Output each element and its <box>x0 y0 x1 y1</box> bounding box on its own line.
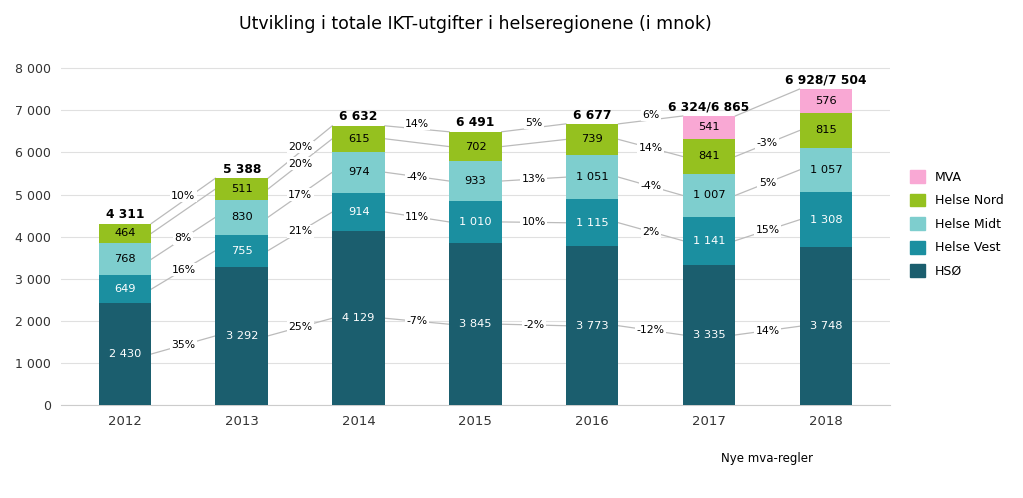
Text: 5%: 5% <box>759 178 776 188</box>
Bar <box>800 114 852 148</box>
Text: 755: 755 <box>231 246 253 255</box>
Text: 10%: 10% <box>522 217 546 228</box>
Text: 6%: 6% <box>642 110 659 120</box>
Text: 739: 739 <box>581 134 604 144</box>
Bar <box>332 152 385 193</box>
Bar <box>566 246 619 405</box>
Text: 1 141: 1 141 <box>693 236 725 246</box>
Text: 914: 914 <box>348 207 369 217</box>
Text: 5 388: 5 388 <box>223 163 261 176</box>
Bar <box>682 217 736 265</box>
Text: 6 677: 6 677 <box>573 109 612 122</box>
Text: 830: 830 <box>231 212 253 222</box>
Bar <box>98 224 151 243</box>
Bar <box>449 201 501 243</box>
Text: 21%: 21% <box>288 226 312 237</box>
Text: 1 051: 1 051 <box>576 172 609 182</box>
Bar <box>332 193 385 231</box>
Text: 20%: 20% <box>288 142 312 152</box>
Text: 6 928/7 504: 6 928/7 504 <box>785 74 866 87</box>
Text: 17%: 17% <box>288 190 312 200</box>
Text: 20%: 20% <box>288 159 312 169</box>
Text: 11%: 11% <box>405 212 429 222</box>
Text: -2%: -2% <box>523 320 544 330</box>
Bar <box>216 235 268 266</box>
Text: 815: 815 <box>815 125 837 135</box>
Text: 14%: 14% <box>638 143 663 153</box>
Text: -7%: -7% <box>406 316 428 326</box>
Text: 1 010: 1 010 <box>459 217 492 227</box>
Text: 3 773: 3 773 <box>576 321 609 331</box>
Bar <box>800 248 852 405</box>
Text: -4%: -4% <box>406 172 428 182</box>
Bar <box>682 139 736 174</box>
Text: 464: 464 <box>115 229 136 239</box>
Text: -4%: -4% <box>640 181 661 191</box>
Bar <box>332 126 385 152</box>
Legend: MVA, Helse Nord, Helse Midt, Helse Vest, HSØ: MVA, Helse Nord, Helse Midt, Helse Vest,… <box>904 165 1009 283</box>
Text: 933: 933 <box>464 176 486 186</box>
Text: 1 308: 1 308 <box>809 215 842 225</box>
Bar <box>566 199 619 246</box>
Text: 4 129: 4 129 <box>343 313 374 323</box>
Bar <box>449 161 501 201</box>
Text: 2%: 2% <box>642 227 659 237</box>
Text: 15%: 15% <box>755 225 780 235</box>
Bar <box>682 174 736 217</box>
Bar <box>216 266 268 405</box>
Text: 14%: 14% <box>755 326 780 336</box>
Text: 3 292: 3 292 <box>226 331 258 341</box>
Bar <box>98 303 151 405</box>
Text: 768: 768 <box>115 254 136 264</box>
Text: 1 115: 1 115 <box>576 218 609 228</box>
Text: 3 845: 3 845 <box>459 319 492 329</box>
Text: 702: 702 <box>464 141 486 151</box>
Text: 841: 841 <box>699 151 720 161</box>
Text: Nye mva-regler: Nye mva-regler <box>721 452 813 465</box>
Bar <box>449 243 501 405</box>
Text: 649: 649 <box>115 284 136 294</box>
Text: 6 491: 6 491 <box>456 117 494 129</box>
Text: 2 430: 2 430 <box>108 349 141 359</box>
Text: 974: 974 <box>348 167 369 177</box>
Bar <box>216 200 268 235</box>
Bar <box>800 192 852 248</box>
Text: 8%: 8% <box>175 233 192 243</box>
Bar <box>98 275 151 303</box>
Bar <box>800 148 852 192</box>
Bar <box>682 265 736 405</box>
Text: -3%: -3% <box>757 138 777 148</box>
Bar <box>682 116 736 139</box>
Text: 25%: 25% <box>288 322 312 332</box>
Text: 3 335: 3 335 <box>693 330 725 340</box>
Text: 576: 576 <box>815 96 837 106</box>
Bar <box>98 243 151 275</box>
Text: 3 748: 3 748 <box>809 321 842 331</box>
Text: 16%: 16% <box>171 265 195 275</box>
Bar <box>566 124 619 155</box>
Bar <box>800 89 852 114</box>
Text: 511: 511 <box>231 184 253 194</box>
Bar <box>332 231 385 405</box>
Text: 6 324/6 865: 6 324/6 865 <box>668 101 750 114</box>
Text: 1 007: 1 007 <box>693 190 725 200</box>
Title: Utvikling i totale IKT-utgifter i helseregionene (i mnok): Utvikling i totale IKT-utgifter i helser… <box>239 15 712 33</box>
Text: 541: 541 <box>699 123 720 132</box>
Text: 10%: 10% <box>171 191 195 201</box>
Text: 14%: 14% <box>405 119 429 129</box>
Text: -12%: -12% <box>636 325 665 335</box>
Text: 615: 615 <box>348 134 369 144</box>
Text: 1 057: 1 057 <box>809 165 842 175</box>
Text: 4 311: 4 311 <box>105 208 144 221</box>
Text: 5%: 5% <box>525 118 542 128</box>
Text: 13%: 13% <box>522 174 546 184</box>
Bar <box>449 132 501 161</box>
Text: 35%: 35% <box>171 340 195 350</box>
Bar <box>216 178 268 200</box>
Text: 6 632: 6 632 <box>340 111 377 124</box>
Bar <box>566 155 619 199</box>
